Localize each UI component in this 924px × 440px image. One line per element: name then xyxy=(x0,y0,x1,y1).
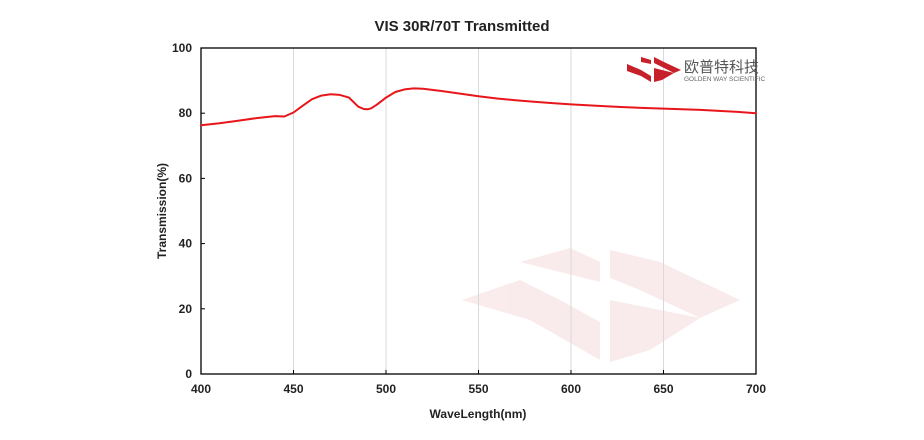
watermark-logo xyxy=(462,248,740,362)
x-axis-ticks: 400 450 500 550 600 650 700 xyxy=(191,370,766,396)
x-tick-label: 600 xyxy=(561,382,581,396)
x-tick-label: 550 xyxy=(468,382,488,396)
y-tick-label: 80 xyxy=(179,106,193,120)
grid-lines xyxy=(293,48,664,374)
x-tick-label: 650 xyxy=(653,382,673,396)
y-tick-label: 0 xyxy=(185,367,192,381)
y-axis-ticks: 0 20 40 60 80 100 xyxy=(172,41,205,381)
series-line-transmission xyxy=(200,87,757,127)
logo-mark-icon xyxy=(627,57,681,82)
x-axis-title: WaveLength(nm) xyxy=(430,407,527,421)
x-tick-label: 400 xyxy=(191,382,211,396)
company-logo: 欧普特科技 GOLDEN WAY SCIENTIFIC xyxy=(627,57,765,83)
y-axis-title: Transmission(%) xyxy=(155,163,169,259)
chart-title: VIS 30R/70T Transmitted xyxy=(374,18,549,35)
x-tick-label: 700 xyxy=(746,382,766,396)
logo-subtitle: GOLDEN WAY SCIENTIFIC xyxy=(684,76,765,83)
x-tick-label: 500 xyxy=(376,382,396,396)
y-tick-label: 20 xyxy=(179,302,193,316)
y-tick-label: 40 xyxy=(179,237,193,251)
y-tick-label: 100 xyxy=(172,41,192,55)
logo-name: 欧普特科技 xyxy=(684,58,759,76)
x-tick-label: 450 xyxy=(283,382,303,396)
y-tick-label: 60 xyxy=(179,171,193,185)
